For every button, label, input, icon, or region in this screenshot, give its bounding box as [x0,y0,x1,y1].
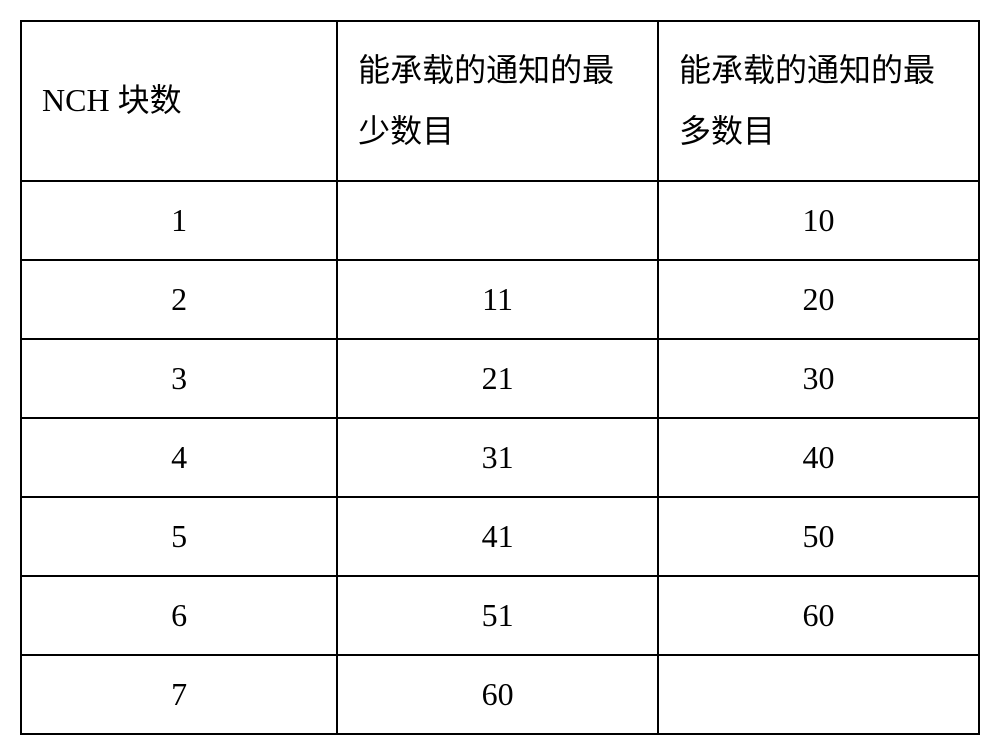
cell-blocks: 5 [21,497,337,576]
cell-min: 41 [337,497,658,576]
cell-max: 60 [658,576,979,655]
cell-max: 50 [658,497,979,576]
cell-max: 10 [658,181,979,260]
cell-min [337,181,658,260]
cell-min: 11 [337,260,658,339]
cell-max: 30 [658,339,979,418]
table-row: 5 41 50 [21,497,979,576]
cell-min: 21 [337,339,658,418]
table-row: 4 31 40 [21,418,979,497]
cell-blocks: 2 [21,260,337,339]
header-max: 能承载的通知的最多数目 [658,21,979,181]
table-row: 3 21 30 [21,339,979,418]
cell-blocks: 4 [21,418,337,497]
cell-min: 60 [337,655,658,734]
header-min: 能承载的通知的最少数目 [337,21,658,181]
cell-blocks: 6 [21,576,337,655]
table-row: 6 51 60 [21,576,979,655]
cell-min: 51 [337,576,658,655]
table-row: 2 11 20 [21,260,979,339]
header-blocks: NCH 块数 [21,21,337,181]
table-row: 1 10 [21,181,979,260]
cell-blocks: 1 [21,181,337,260]
nch-table-container: NCH 块数 能承载的通知的最少数目 能承载的通知的最多数目 1 10 2 11… [20,20,980,735]
cell-blocks: 3 [21,339,337,418]
table-header-row: NCH 块数 能承载的通知的最少数目 能承载的通知的最多数目 [21,21,979,181]
cell-min: 31 [337,418,658,497]
cell-blocks: 7 [21,655,337,734]
cell-max [658,655,979,734]
table-row: 7 60 [21,655,979,734]
cell-max: 40 [658,418,979,497]
nch-table: NCH 块数 能承载的通知的最少数目 能承载的通知的最多数目 1 10 2 11… [20,20,980,735]
cell-max: 20 [658,260,979,339]
